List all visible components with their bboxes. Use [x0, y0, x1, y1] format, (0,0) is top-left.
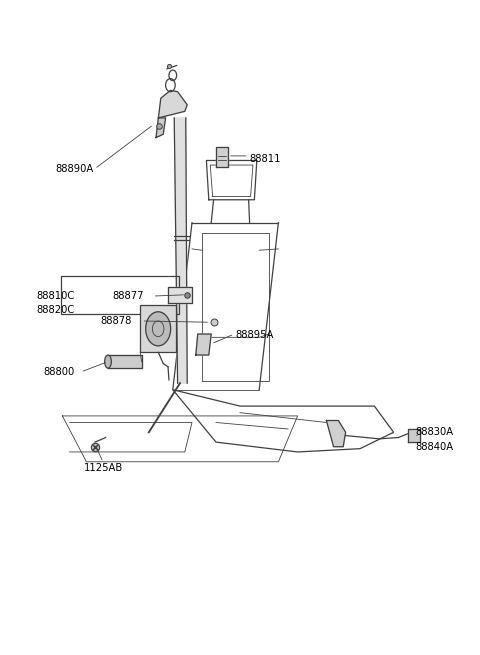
Polygon shape — [108, 355, 142, 368]
Polygon shape — [196, 334, 211, 355]
Text: 88810C: 88810C — [36, 291, 74, 301]
Text: 1125AB: 1125AB — [84, 463, 123, 474]
Bar — [61, 276, 179, 314]
Text: 88877: 88877 — [113, 291, 144, 301]
Text: 88800: 88800 — [43, 367, 74, 377]
Polygon shape — [158, 90, 187, 118]
Polygon shape — [156, 118, 166, 138]
Bar — [140, 305, 176, 352]
Polygon shape — [216, 147, 228, 167]
Text: 88830A: 88830A — [415, 427, 453, 438]
Text: 88890A: 88890A — [55, 164, 94, 174]
Text: 88811: 88811 — [250, 153, 281, 164]
Polygon shape — [326, 421, 346, 447]
Text: 88878: 88878 — [101, 316, 132, 326]
Polygon shape — [174, 118, 187, 383]
Polygon shape — [408, 429, 420, 442]
Text: 88840A: 88840A — [415, 441, 453, 452]
Circle shape — [145, 312, 171, 346]
Polygon shape — [168, 287, 192, 303]
Ellipse shape — [105, 355, 111, 368]
Text: 88820C: 88820C — [36, 305, 74, 315]
Text: 88895A: 88895A — [235, 330, 274, 341]
